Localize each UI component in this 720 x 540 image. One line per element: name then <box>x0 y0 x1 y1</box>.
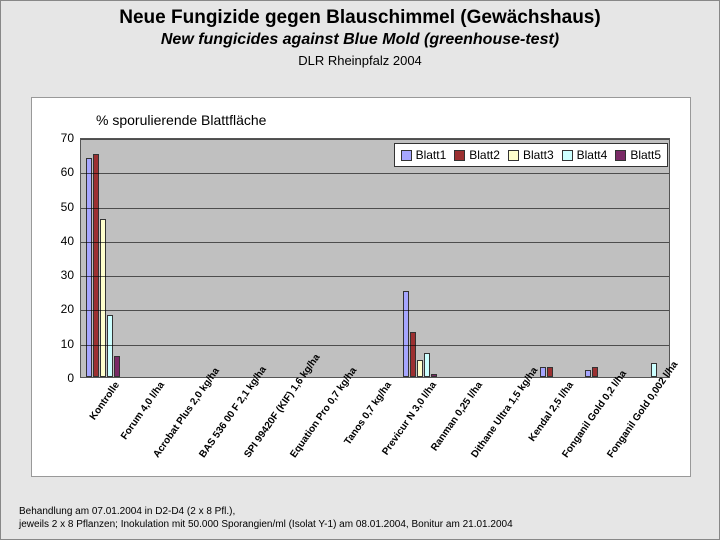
page-title: Neue Fungizide gegen Blauschimmel (Gewäc… <box>1 1 719 29</box>
legend-item: Blatt3 <box>508 148 554 162</box>
y-tick-label: 50 <box>44 200 74 214</box>
legend: Blatt1 Blatt2 Blatt3 Blatt4 Blatt5 <box>394 143 668 167</box>
legend-swatch <box>401 150 412 161</box>
legend-item: Blatt1 <box>401 148 447 162</box>
bar <box>592 367 598 377</box>
footer-note: Behandlung am 07.01.2004 in D2-D4 (2 x 8… <box>19 506 513 531</box>
bar <box>431 374 437 377</box>
grid-line <box>81 139 669 140</box>
grid-line <box>81 310 669 311</box>
legend-item: Blatt4 <box>562 148 608 162</box>
slide: Neue Fungizide gegen Blauschimmel (Gewäc… <box>0 0 720 540</box>
x-labels: KontrolleForum 4,0 l/haAcrobat Plus 2,0 … <box>80 380 670 476</box>
bar <box>424 353 430 377</box>
bar <box>585 370 591 377</box>
grid-line <box>81 276 669 277</box>
legend-item: Blatt2 <box>454 148 500 162</box>
grid-line <box>81 208 669 209</box>
legend-label: Blatt3 <box>523 148 554 162</box>
bar <box>100 219 106 377</box>
bar <box>114 356 120 377</box>
page-subtitle: New fungicides against Blue Mold (greenh… <box>1 29 719 49</box>
legend-swatch <box>454 150 465 161</box>
y-tick-label: 60 <box>44 165 74 179</box>
y-tick-label: 10 <box>44 337 74 351</box>
bar <box>547 367 553 377</box>
y-axis-label: % sporulierende Blattfläche <box>96 112 266 128</box>
bar <box>107 315 113 377</box>
bar <box>410 332 416 377</box>
legend-label: Blatt4 <box>577 148 608 162</box>
legend-label: Blatt5 <box>630 148 661 162</box>
y-tick-label: 20 <box>44 302 74 316</box>
legend-item: Blatt5 <box>615 148 661 162</box>
chart-container: % sporulierende Blattfläche 0 10 20 30 40 50 6… <box>31 97 691 477</box>
footer-line2: jeweils 2 x 8 Pflanzen; Inokulation mit … <box>19 519 513 532</box>
y-tick-label: 40 <box>44 234 74 248</box>
plot-area <box>80 138 670 378</box>
footer-line1: Behandlung am 07.01.2004 in D2-D4 (2 x 8… <box>19 506 513 519</box>
legend-swatch <box>615 150 626 161</box>
grid-line <box>81 345 669 346</box>
bar <box>651 363 657 377</box>
legend-label: Blatt1 <box>416 148 447 162</box>
y-tick-label: 30 <box>44 268 74 282</box>
bar <box>93 154 99 377</box>
grid-line <box>81 242 669 243</box>
y-tick-label: 70 <box>44 131 74 145</box>
source-line: DLR Rheinpfalz 2004 <box>1 49 719 68</box>
grid-line <box>81 173 669 174</box>
legend-label: Blatt2 <box>469 148 500 162</box>
bar <box>403 291 409 377</box>
y-tick-label: 0 <box>44 371 74 385</box>
legend-swatch <box>562 150 573 161</box>
bar <box>417 360 423 377</box>
bar <box>540 367 546 377</box>
bars-container <box>81 139 669 377</box>
legend-swatch <box>508 150 519 161</box>
